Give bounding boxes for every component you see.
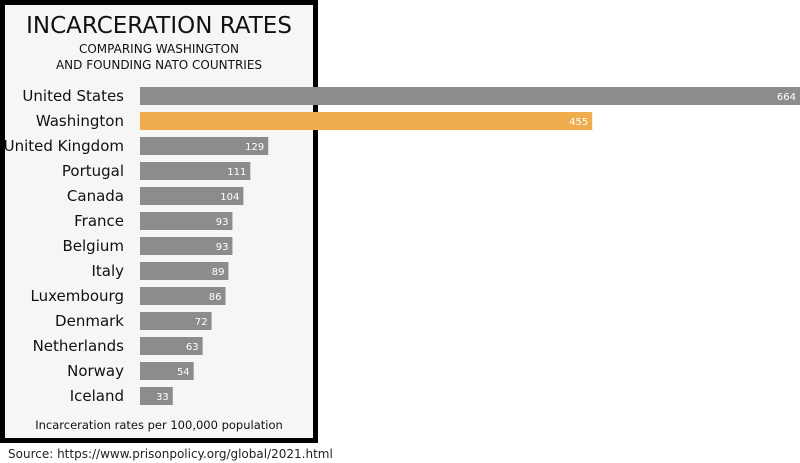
category-label: Washington	[36, 112, 124, 130]
category-label: United States	[22, 87, 124, 105]
bar	[140, 212, 233, 230]
x-axis-label: Incarceration rates per 100,000 populati…	[35, 418, 283, 432]
source-note: Source: https://www.prisonpolicy.org/glo…	[8, 447, 333, 461]
bar	[140, 237, 233, 255]
data-label: 33	[156, 392, 169, 403]
category-label: United Kingdom	[4, 137, 124, 155]
data-label: 89	[212, 267, 225, 278]
data-label: 664	[777, 92, 796, 103]
data-label: 104	[220, 192, 239, 203]
category-label: Netherlands	[33, 337, 125, 355]
category-label: Italy	[91, 262, 124, 280]
bar	[140, 187, 244, 205]
bar	[140, 262, 229, 280]
bar	[140, 112, 593, 130]
bar	[140, 162, 251, 180]
chart-title: INCARCERATION RATES	[26, 13, 292, 39]
category-label: Portugal	[62, 162, 124, 180]
chart-subtitle-line-1: COMPARING WASHINGTON	[79, 42, 239, 56]
category-label: France	[74, 212, 124, 230]
category-label: Denmark	[55, 312, 124, 330]
bar	[140, 312, 212, 330]
category-label: Canada	[67, 187, 124, 205]
chart-subtitle-line-2: AND FOUNDING NATO COUNTRIES	[56, 58, 262, 72]
data-label: 129	[245, 142, 264, 153]
bar	[140, 137, 269, 155]
category-label: Belgium	[63, 237, 125, 255]
data-label: 93	[216, 217, 229, 228]
data-label: 86	[209, 292, 222, 303]
bar	[140, 337, 203, 355]
category-label: Norway	[67, 362, 124, 380]
bar	[140, 287, 226, 305]
data-label: 54	[177, 367, 190, 378]
data-label: 63	[186, 342, 199, 353]
data-label: 111	[227, 167, 246, 178]
bar	[140, 387, 173, 405]
category-label: Iceland	[70, 387, 124, 405]
bar	[140, 87, 800, 105]
data-label: 72	[195, 317, 208, 328]
bar	[140, 362, 194, 380]
data-label: 455	[569, 117, 588, 128]
category-label: Luxembourg	[31, 287, 125, 305]
data-label: 93	[216, 242, 229, 253]
